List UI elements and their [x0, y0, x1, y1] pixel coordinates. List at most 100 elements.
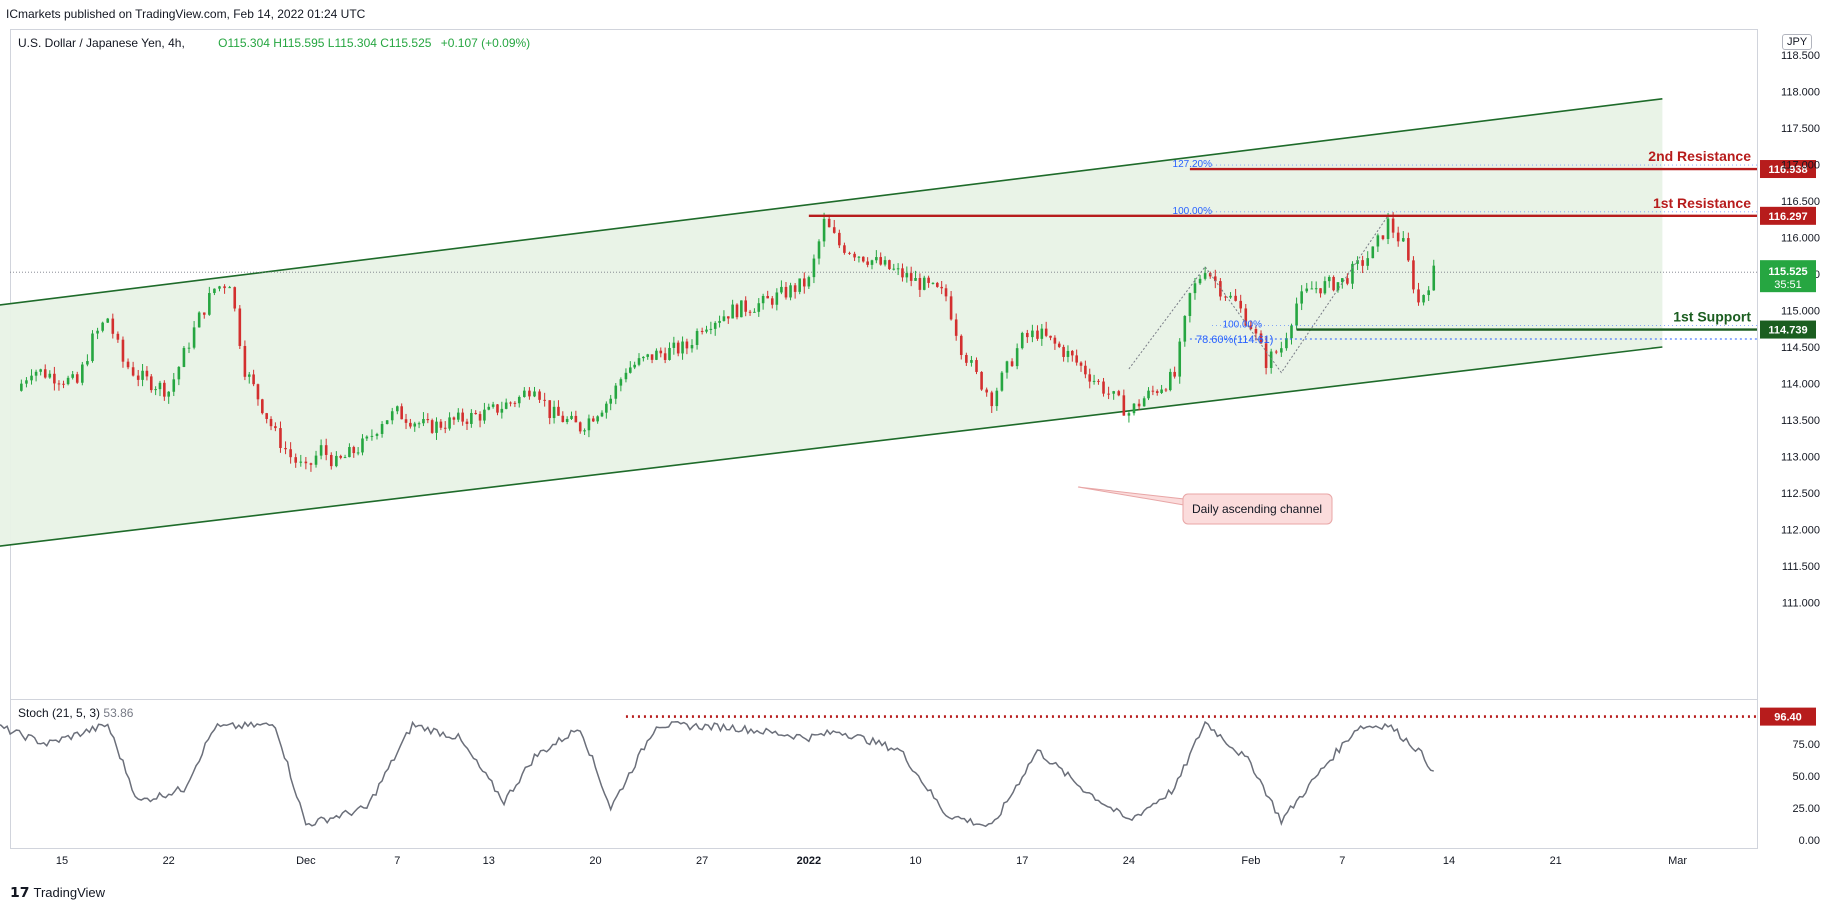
- candle: [478, 411, 482, 428]
- candle: [896, 263, 900, 276]
- candle-body: [1066, 350, 1070, 357]
- candle: [1224, 295, 1227, 301]
- 1st-resistance-label: 1st Resistance: [1653, 195, 1751, 211]
- candle-body: [163, 382, 166, 397]
- candle: [557, 400, 560, 416]
- x-tick-label: Dec: [296, 855, 316, 867]
- x-tick-label: 2022: [797, 855, 821, 867]
- candle: [279, 421, 282, 453]
- candle: [504, 398, 508, 410]
- candle-body: [1224, 296, 1227, 298]
- candle-body: [676, 342, 680, 354]
- footer[interactable]: 𝟭𝟳 TradingView: [10, 884, 105, 901]
- candle: [596, 415, 599, 424]
- candle: [570, 411, 573, 420]
- candle: [417, 421, 421, 429]
- candle: [106, 317, 110, 323]
- candle-body: [591, 418, 595, 422]
- stoch-legend[interactable]: Stoch (21, 5, 3) 53.86: [18, 706, 133, 720]
- candle-body: [927, 277, 930, 283]
- candle: [57, 380, 61, 391]
- candle-body: [1084, 365, 1087, 375]
- candle-body: [1000, 372, 1004, 391]
- candle: [744, 296, 748, 317]
- pane-separator[interactable]: [10, 699, 1758, 700]
- candle-body: [1229, 295, 1232, 298]
- 2nd-resistance-fib-label: 127.20%: [1173, 159, 1213, 170]
- candle: [409, 418, 412, 429]
- candle-body: [954, 319, 958, 336]
- candle-body: [892, 268, 896, 270]
- candle: [1075, 349, 1078, 366]
- candle: [314, 450, 318, 468]
- candle: [265, 412, 268, 424]
- candle: [101, 321, 104, 333]
- candle: [1188, 292, 1192, 323]
- candle: [970, 355, 973, 367]
- candle-body: [1127, 413, 1131, 416]
- candle: [990, 390, 994, 413]
- candle-body: [533, 391, 536, 397]
- candle: [853, 251, 856, 262]
- candle: [66, 375, 70, 386]
- candle: [202, 312, 206, 319]
- candle-body: [1285, 338, 1288, 349]
- candle: [793, 283, 797, 299]
- candle: [866, 257, 869, 268]
- 1st-resistance-fib-label: 100.00%: [1173, 206, 1213, 217]
- candle: [496, 404, 499, 416]
- candle: [20, 379, 23, 392]
- currency-button[interactable]: JPY: [1782, 34, 1813, 50]
- candle-body: [1259, 333, 1263, 344]
- candle-body: [548, 400, 552, 419]
- 2nd-resistance-price-tag: [1760, 160, 1816, 179]
- candle: [208, 286, 211, 316]
- candle: [1229, 292, 1232, 299]
- candle: [284, 441, 287, 455]
- candle-body: [1219, 281, 1222, 297]
- candle-body: [1062, 346, 1065, 357]
- candle: [807, 275, 811, 289]
- candle: [238, 305, 242, 350]
- candle-body: [970, 360, 973, 363]
- candle-body: [20, 383, 23, 391]
- candle: [1020, 331, 1024, 350]
- candle: [780, 280, 783, 295]
- candle-body: [1164, 389, 1168, 391]
- candle-body: [404, 419, 408, 423]
- candle-body: [980, 371, 983, 390]
- candle-body: [888, 260, 891, 270]
- candle-body: [177, 366, 181, 380]
- candle-body: [827, 218, 831, 228]
- candle-body: [940, 286, 943, 289]
- candle-body: [726, 316, 730, 319]
- channel-upper-line: [0, 98, 1663, 306]
- candle: [256, 383, 260, 406]
- candle: [71, 370, 74, 380]
- candle: [705, 325, 708, 334]
- candle-body: [465, 421, 469, 424]
- symbol-legend[interactable]: U.S. Dollar / Japanese Yen, 4h, O115.304…: [18, 36, 530, 50]
- candle-body: [75, 374, 79, 383]
- y-tick-label: 111.000: [1782, 598, 1820, 610]
- candle: [965, 352, 968, 366]
- symbol-name: U.S. Dollar / Japanese Yen, 4h,: [18, 36, 185, 50]
- candle: [1239, 294, 1242, 313]
- candle: [343, 454, 347, 459]
- candle: [909, 266, 913, 287]
- candle-body: [409, 422, 412, 427]
- candle-body: [1319, 288, 1322, 294]
- candle-body: [1010, 361, 1014, 367]
- candle-body: [1188, 293, 1192, 316]
- 1st-support-fib-label: 100.00%: [1223, 320, 1263, 331]
- candle-body: [609, 398, 613, 404]
- candle-body: [1092, 380, 1096, 382]
- candle-body: [81, 364, 84, 383]
- candle-body: [1234, 295, 1237, 301]
- candle: [1432, 259, 1436, 291]
- candle: [1300, 285, 1303, 311]
- candle: [375, 432, 379, 440]
- candle-body: [646, 354, 650, 357]
- candle-body: [1412, 260, 1415, 290]
